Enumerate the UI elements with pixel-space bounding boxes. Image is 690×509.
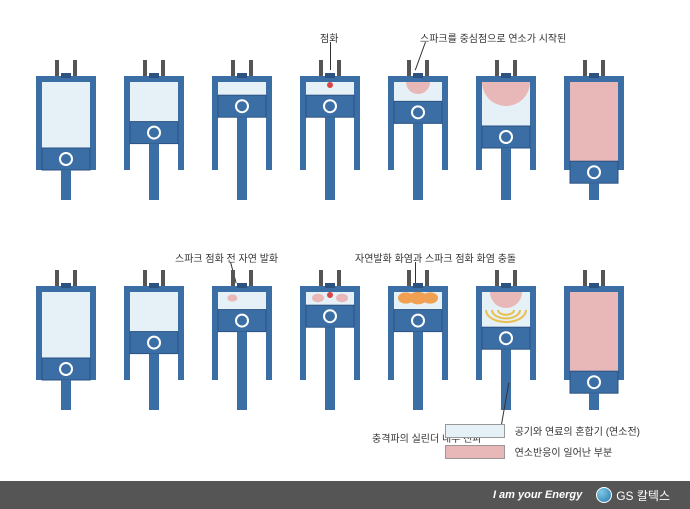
legend-label-unburnt: 공기와 연료의 혼합기 (연소전)	[515, 423, 640, 438]
footer-bar: I am your Energy GS 칼텍스	[0, 481, 690, 509]
footer-logo: GS 칼텍스	[596, 487, 670, 504]
cylinder-row-2	[30, 270, 660, 410]
footer-brand: GS 칼텍스	[616, 487, 670, 504]
cylinder-svg	[206, 270, 278, 410]
cylinder	[206, 60, 278, 200]
cylinder-svg	[470, 270, 542, 410]
cylinder-svg	[294, 270, 366, 410]
legend-item-burnt: 연소반응이 일어난 부분	[445, 444, 640, 459]
cylinder	[118, 270, 190, 410]
cylinder	[470, 270, 542, 410]
cylinder	[558, 270, 630, 410]
legend-swatch-burnt	[445, 445, 505, 459]
footer-slogan: I am your Energy	[493, 489, 582, 501]
cylinder	[118, 60, 190, 200]
annotation-pre-spark: 스파크 점화 전 자연 발화	[175, 250, 278, 265]
cylinder-svg	[382, 270, 454, 410]
cylinder	[30, 60, 102, 200]
legend: 공기와 연료의 혼합기 (연소전) 연소반응이 일어난 부분	[445, 423, 640, 459]
cylinder-svg	[118, 60, 190, 200]
legend-swatch-unburnt	[445, 424, 505, 438]
legend-label-burnt: 연소반응이 일어난 부분	[515, 444, 613, 459]
cylinder-svg	[558, 270, 630, 410]
cylinder-svg	[206, 60, 278, 200]
cylinder-svg	[30, 270, 102, 410]
cylinder-row-1	[30, 60, 660, 200]
cylinder	[294, 60, 366, 200]
cylinder-svg	[470, 60, 542, 200]
cylinder-svg	[558, 60, 630, 200]
cylinder-svg	[382, 60, 454, 200]
annotation-spark-combustion: 스파크를 중심점으로 연소가 시작된	[420, 30, 566, 45]
gs-logo-icon	[596, 487, 612, 503]
cylinder	[382, 60, 454, 200]
cylinder-svg	[294, 60, 366, 200]
cylinder-svg	[30, 60, 102, 200]
cylinder	[470, 60, 542, 200]
legend-item-unburnt: 공기와 연료의 혼합기 (연소전)	[445, 423, 640, 438]
annotation-flame-collision: 자연발화 화염과 스파크 점화 화염 충돌	[355, 250, 516, 265]
cylinder	[206, 270, 278, 410]
cylinder	[30, 270, 102, 410]
cylinder-svg	[118, 270, 190, 410]
cylinder	[558, 60, 630, 200]
cylinder	[382, 270, 454, 410]
cylinder	[294, 270, 366, 410]
